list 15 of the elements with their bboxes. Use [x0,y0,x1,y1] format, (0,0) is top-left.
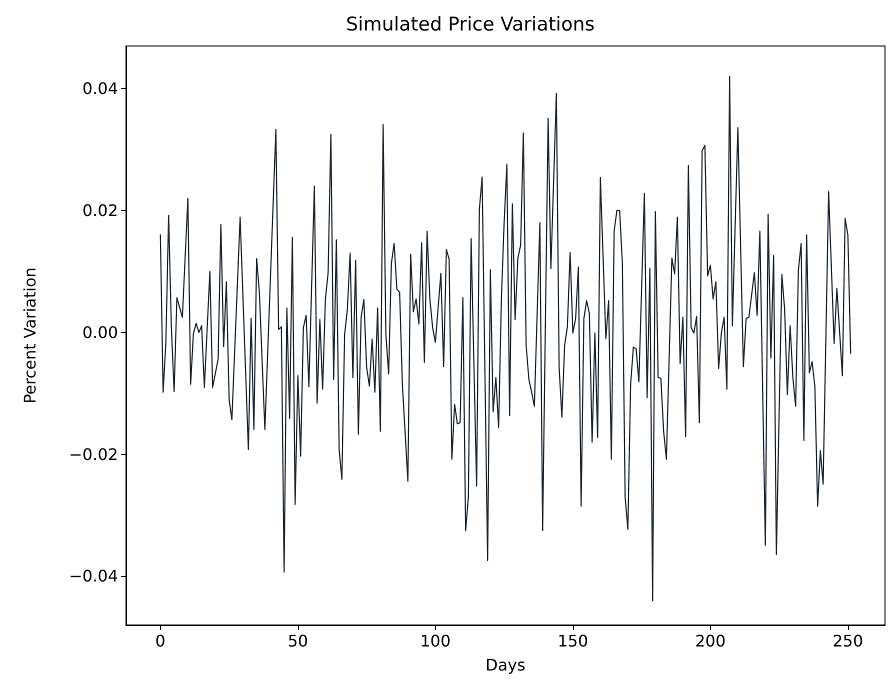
x-tick-label: 250 [832,632,864,650]
y-tick-label: −0.02 [68,444,118,464]
y-tick-label: 0.00 [82,322,118,342]
y-tick-label: 0.04 [82,79,118,98]
chart-title: Simulated Price Variations [346,14,595,36]
x-tick-label: 150 [558,632,588,650]
y-tick-label: 0.02 [82,201,118,220]
x-tick-label: 100 [420,632,451,650]
x-tick-label: 50 [288,632,308,650]
y-tick-label: −0.04 [68,566,118,586]
x-axis-title: Days [486,656,526,674]
line-series [160,76,852,602]
x-tick-label: 200 [695,632,726,650]
y-axis-title: Percent Variation [20,267,40,404]
x-tick-label: 0 [155,632,166,650]
